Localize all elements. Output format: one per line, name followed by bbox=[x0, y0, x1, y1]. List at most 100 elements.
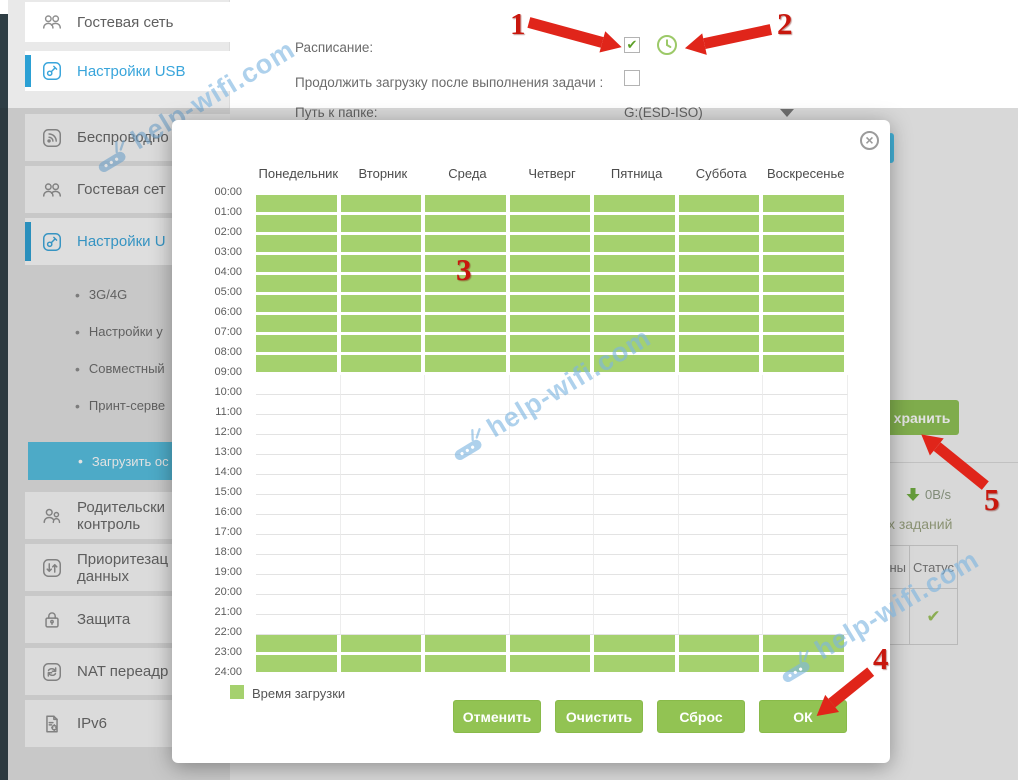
schedule-cell[interactable] bbox=[509, 415, 595, 435]
schedule-cell[interactable] bbox=[678, 475, 764, 495]
schedule-cell[interactable] bbox=[594, 355, 679, 375]
schedule-cell[interactable] bbox=[594, 595, 679, 615]
schedule-cell[interactable] bbox=[509, 395, 595, 415]
schedule-cell[interactable] bbox=[763, 535, 848, 555]
schedule-cell[interactable] bbox=[340, 375, 426, 395]
schedule-cell[interactable] bbox=[340, 255, 426, 275]
schedule-cell[interactable] bbox=[678, 655, 764, 675]
sidebar-item-usb-settings[interactable]: Настройки USB bbox=[25, 51, 230, 91]
schedule-cell[interactable] bbox=[594, 335, 679, 355]
schedule-cell[interactable] bbox=[509, 475, 595, 495]
schedule-cell[interactable] bbox=[763, 215, 848, 235]
schedule-cell[interactable] bbox=[763, 295, 848, 315]
schedule-cell[interactable] bbox=[425, 455, 510, 475]
cancel-button[interactable]: Отменить bbox=[453, 700, 541, 733]
schedule-cell[interactable] bbox=[340, 315, 426, 335]
schedule-cell[interactable] bbox=[509, 315, 595, 335]
schedule-cell[interactable] bbox=[425, 655, 510, 675]
schedule-cell[interactable] bbox=[763, 255, 848, 275]
schedule-cell[interactable] bbox=[678, 355, 764, 375]
schedule-cell[interactable] bbox=[678, 435, 764, 455]
sidebar-item-guest-network[interactable]: Гостевая сеть bbox=[25, 2, 230, 42]
schedule-cell[interactable] bbox=[594, 615, 679, 635]
schedule-cell[interactable] bbox=[256, 435, 341, 455]
schedule-cell[interactable] bbox=[256, 535, 341, 555]
schedule-cell[interactable] bbox=[509, 255, 595, 275]
schedule-cell[interactable] bbox=[678, 275, 764, 295]
schedule-cell[interactable] bbox=[256, 615, 341, 635]
schedule-cell[interactable] bbox=[256, 455, 341, 475]
schedule-cell[interactable] bbox=[763, 195, 848, 215]
schedule-cell[interactable] bbox=[594, 375, 679, 395]
schedule-cell[interactable] bbox=[678, 335, 764, 355]
schedule-cell[interactable] bbox=[425, 415, 510, 435]
save-button[interactable]: хранить bbox=[885, 400, 959, 435]
schedule-cell[interactable] bbox=[256, 235, 341, 255]
schedule-cell[interactable] bbox=[509, 595, 595, 615]
schedule-cell[interactable] bbox=[425, 495, 510, 515]
schedule-cell[interactable] bbox=[340, 435, 426, 455]
ok-button[interactable]: ОК bbox=[759, 700, 847, 733]
schedule-cell[interactable] bbox=[678, 615, 764, 635]
schedule-cell[interactable] bbox=[678, 495, 764, 515]
schedule-cell[interactable] bbox=[340, 595, 426, 615]
schedule-cell[interactable] bbox=[256, 475, 341, 495]
schedule-cell[interactable] bbox=[425, 395, 510, 415]
schedule-cell[interactable] bbox=[425, 315, 510, 335]
schedule-cell[interactable] bbox=[509, 455, 595, 475]
schedule-cell[interactable] bbox=[256, 335, 341, 355]
schedule-cell[interactable] bbox=[425, 295, 510, 315]
dropdown-arrow-icon[interactable] bbox=[780, 109, 794, 117]
schedule-cell[interactable] bbox=[256, 655, 341, 675]
schedule-cell[interactable] bbox=[509, 555, 595, 575]
schedule-cell[interactable] bbox=[256, 275, 341, 295]
schedule-cell[interactable] bbox=[509, 635, 595, 655]
schedule-cell[interactable] bbox=[678, 415, 764, 435]
schedule-cell[interactable] bbox=[678, 315, 764, 335]
schedule-cell[interactable] bbox=[678, 515, 764, 535]
schedule-cell[interactable] bbox=[256, 415, 341, 435]
reset-button[interactable]: Сброс bbox=[657, 700, 745, 733]
schedule-cell[interactable] bbox=[425, 375, 510, 395]
schedule-cell[interactable] bbox=[678, 295, 764, 315]
schedule-cell[interactable] bbox=[678, 395, 764, 415]
schedule-cell[interactable] bbox=[340, 275, 426, 295]
schedule-cell[interactable] bbox=[509, 515, 595, 535]
schedule-cell[interactable] bbox=[763, 455, 848, 475]
schedule-cell[interactable] bbox=[425, 615, 510, 635]
schedule-cell[interactable] bbox=[594, 535, 679, 555]
schedule-cell[interactable] bbox=[256, 515, 341, 535]
continue-after-task-checkbox[interactable] bbox=[624, 70, 640, 86]
schedule-cell[interactable] bbox=[594, 215, 679, 235]
schedule-cell[interactable] bbox=[763, 415, 848, 435]
schedule-cell[interactable] bbox=[594, 495, 679, 515]
schedule-cell[interactable] bbox=[340, 335, 426, 355]
schedule-cell[interactable] bbox=[340, 615, 426, 635]
schedule-cell[interactable] bbox=[763, 275, 848, 295]
schedule-cell[interactable] bbox=[594, 195, 679, 215]
schedule-cell[interactable] bbox=[594, 655, 679, 675]
schedule-checkbox[interactable]: ✔ bbox=[624, 37, 640, 53]
schedule-cell[interactable] bbox=[425, 275, 510, 295]
schedule-cell[interactable] bbox=[256, 555, 341, 575]
schedule-cell[interactable] bbox=[763, 615, 848, 635]
schedule-cell[interactable] bbox=[763, 555, 848, 575]
schedule-cell[interactable] bbox=[509, 295, 595, 315]
schedule-cell[interactable] bbox=[340, 535, 426, 555]
schedule-cell[interactable] bbox=[763, 515, 848, 535]
schedule-cell[interactable] bbox=[256, 635, 341, 655]
schedule-cell[interactable] bbox=[763, 375, 848, 395]
schedule-cell[interactable] bbox=[678, 235, 764, 255]
schedule-cell[interactable] bbox=[340, 415, 426, 435]
schedule-cell[interactable] bbox=[594, 255, 679, 275]
schedule-cell[interactable] bbox=[594, 415, 679, 435]
schedule-cell[interactable] bbox=[763, 235, 848, 255]
schedule-cell[interactable] bbox=[509, 375, 595, 395]
schedule-cell[interactable] bbox=[763, 395, 848, 415]
schedule-cell[interactable] bbox=[763, 495, 848, 515]
schedule-cell[interactable] bbox=[678, 375, 764, 395]
schedule-cell[interactable] bbox=[340, 515, 426, 535]
schedule-cell[interactable] bbox=[425, 575, 510, 595]
schedule-cell[interactable] bbox=[678, 555, 764, 575]
schedule-cell[interactable] bbox=[509, 355, 595, 375]
